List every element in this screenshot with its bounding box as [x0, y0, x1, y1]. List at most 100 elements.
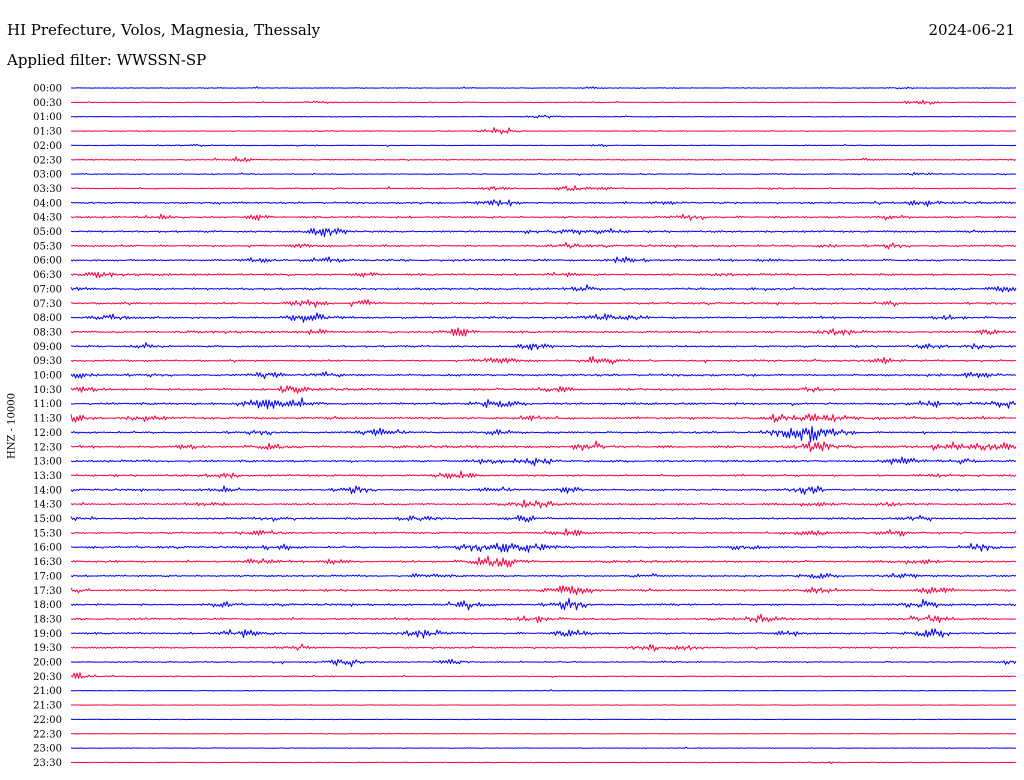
- row-time-label: 17:00: [33, 571, 62, 582]
- trace-line: [70, 761, 1017, 765]
- trace-line: [70, 718, 1017, 721]
- trace-line: [70, 440, 1017, 453]
- row-time-label: 18:00: [33, 600, 62, 611]
- row-time-label: 18:30: [33, 614, 62, 625]
- date-label: 2024-06-21: [928, 21, 1015, 39]
- trace-line: [70, 371, 1017, 380]
- trace-line: [70, 628, 1017, 639]
- trace-line: [70, 499, 1017, 509]
- trace-line: [70, 672, 1017, 679]
- trace-line: [70, 256, 1017, 264]
- row-time-label: 19:30: [33, 643, 62, 654]
- trace-line: [70, 143, 1017, 148]
- row-time-label: 01:30: [33, 127, 62, 138]
- trace-line: [70, 746, 1017, 750]
- row-time-label: 11:30: [33, 414, 62, 425]
- row-time-label: 19:00: [33, 629, 62, 640]
- row-time-label: 13:30: [33, 471, 62, 482]
- row-time-label: 23:30: [33, 758, 62, 769]
- row-time-label: 08:30: [33, 327, 62, 338]
- row-time-label: 08:00: [33, 313, 62, 324]
- row-time-label: 03:30: [33, 184, 62, 195]
- trace-line: [70, 342, 1017, 351]
- row-time-label: 05:30: [33, 241, 62, 252]
- trace-line: [70, 86, 1017, 90]
- trace-line: [70, 199, 1017, 207]
- trace-line: [70, 689, 1017, 692]
- trace-line: [70, 425, 1017, 443]
- row-time-label: 22:00: [33, 715, 62, 726]
- row-time-label: 12:00: [33, 428, 62, 439]
- row-time-label: 23:00: [33, 744, 62, 755]
- row-time-label: 16:30: [33, 557, 62, 568]
- trace-line: [70, 555, 1017, 568]
- trace-line: [70, 185, 1017, 191]
- row-time-label: 15:30: [33, 528, 62, 539]
- trace-line: [70, 542, 1017, 553]
- row-time-label: 04:30: [33, 213, 62, 224]
- trace-line: [70, 528, 1017, 537]
- row-time-label: 06:30: [33, 270, 62, 281]
- trace-line: [70, 171, 1017, 176]
- trace-line: [70, 597, 1017, 611]
- row-time-label: 00:30: [33, 98, 62, 109]
- trace-line: [70, 327, 1017, 337]
- row-time-label: 17:30: [33, 586, 62, 597]
- trace-line: [70, 613, 1017, 624]
- row-time-label: 06:00: [33, 256, 62, 267]
- trace-line: [70, 271, 1017, 279]
- row-time-label: 21:30: [33, 701, 62, 712]
- row-time-label: 11:00: [33, 399, 62, 410]
- trace-line: [70, 470, 1017, 479]
- trace-line: [70, 299, 1017, 308]
- row-time-label: 09:00: [33, 342, 62, 353]
- row-time-label: 02:00: [33, 141, 62, 152]
- trace-line: [70, 385, 1017, 394]
- row-time-label: 12:30: [33, 442, 62, 453]
- trace-line: [70, 227, 1017, 238]
- trace-line: [70, 658, 1017, 668]
- page-title: HI Prefecture, Volos, Magnesia, Thessaly: [7, 21, 321, 39]
- trace-line: [70, 213, 1017, 221]
- trace-line: [70, 413, 1017, 423]
- filter-label: Applied filter: WWSSN-SP: [7, 51, 207, 69]
- row-time-label: 20:00: [33, 658, 62, 669]
- trace-line: [70, 456, 1017, 467]
- row-time-label: 22:30: [33, 729, 62, 740]
- row-time-label: 03:00: [33, 170, 62, 181]
- row-time-label: 10:30: [33, 385, 62, 396]
- row-time-label: 13:00: [33, 457, 62, 468]
- trace-line: [70, 585, 1017, 596]
- row-time-label: 16:00: [33, 543, 62, 554]
- row-time-label: 01:00: [33, 112, 62, 123]
- trace-line: [70, 643, 1017, 652]
- trace-line: [70, 156, 1017, 163]
- row-time-label: 14:30: [33, 500, 62, 511]
- row-time-label: 04:00: [33, 198, 62, 209]
- row-time-label: 15:00: [33, 514, 62, 525]
- trace-line: [70, 572, 1017, 579]
- trace-line: [70, 127, 1017, 135]
- row-time-label: 21:00: [33, 686, 62, 697]
- trace-line: [70, 284, 1017, 293]
- trace-line: [70, 704, 1017, 706]
- row-time-label: 09:30: [33, 356, 62, 367]
- row-time-label: 20:30: [33, 672, 62, 683]
- row-time-label: 02:30: [33, 155, 62, 166]
- trace-line: [70, 241, 1017, 250]
- trace-line: [70, 355, 1017, 365]
- row-time-label: 10:00: [33, 371, 62, 382]
- row-time-label: 14:00: [33, 485, 62, 496]
- trace-line: [70, 732, 1017, 735]
- trace-line: [70, 114, 1017, 119]
- row-time-label: 07:00: [33, 284, 62, 295]
- row-time-label: 00:00: [33, 84, 62, 95]
- trace-line: [70, 514, 1017, 523]
- trace-line: [70, 312, 1017, 323]
- row-time-label: 07:30: [33, 299, 62, 310]
- trace-line: [70, 485, 1017, 495]
- row-time-label: 05:00: [33, 227, 62, 238]
- trace-line: [70, 397, 1017, 410]
- trace-line: [70, 99, 1017, 105]
